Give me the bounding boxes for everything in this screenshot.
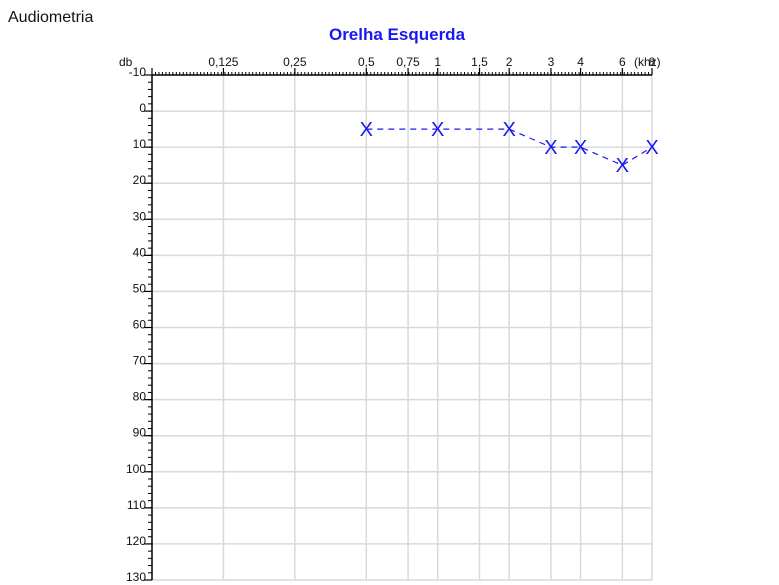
grid xyxy=(152,75,653,581)
data-point-marker: X xyxy=(360,119,373,141)
series-left-ear: X X XX XXX xyxy=(360,119,659,177)
chart-title: Orelha Esquerda xyxy=(329,25,466,44)
axes xyxy=(144,68,653,581)
x-tick-label: 3 xyxy=(548,55,555,69)
y-tick-label: 110 xyxy=(127,498,146,512)
y-tick-label: 10 xyxy=(133,137,147,151)
y-axis-label: db xyxy=(119,55,133,69)
x-tick-label: 0,25 xyxy=(283,55,307,69)
y-tick-label: 60 xyxy=(133,318,147,332)
y-tick-label: 120 xyxy=(126,534,146,548)
x-tick-label: 0,75 xyxy=(396,55,420,69)
y-tick-label: 80 xyxy=(133,390,147,404)
series-line xyxy=(366,128,653,166)
data-point-marker: X xyxy=(544,137,557,159)
y-tick-label: 40 xyxy=(133,245,147,259)
data-point-marker: X xyxy=(574,137,587,159)
y-tick-label: 0 xyxy=(139,101,146,115)
x-tick-label: 6 xyxy=(619,55,626,69)
y-tick-label: -10 xyxy=(129,65,147,79)
x-tick-label: 1,5 xyxy=(471,55,488,69)
y-tick-label: 130 xyxy=(126,570,146,584)
y-tick-label: 90 xyxy=(133,426,147,440)
y-tick-label: 70 xyxy=(133,354,147,368)
data-point-marker: X xyxy=(502,119,515,141)
x-tick-label: 0,5 xyxy=(358,55,375,69)
data-point-marker: X xyxy=(431,119,444,141)
y-tick-label: 50 xyxy=(133,281,147,295)
y-tick-label: 30 xyxy=(133,209,147,223)
x-tick-label: 2 xyxy=(506,55,513,69)
x-tick-label: 0,125 xyxy=(208,55,238,69)
x-tick-label: 8 xyxy=(649,55,656,69)
x-tick-label: 1 xyxy=(434,55,441,69)
x-tick-labels: 0,125 0,25 0,5 0,75 1 1,5 2 3 4 6 8 xyxy=(208,55,655,69)
x-tick-label: 4 xyxy=(577,55,584,69)
data-point-marker: X xyxy=(645,137,658,159)
x-axis-label: (khz) xyxy=(634,55,661,69)
y-tick-labels: -10 0 10 20 30 40 50 60 70 80 90 100 110 120 130 xyxy=(126,65,146,584)
data-point-marker: X xyxy=(616,155,629,177)
app-title: Audiometria xyxy=(8,9,94,26)
y-tick-label: 20 xyxy=(133,173,147,187)
y-tick-label: 100 xyxy=(126,462,146,476)
